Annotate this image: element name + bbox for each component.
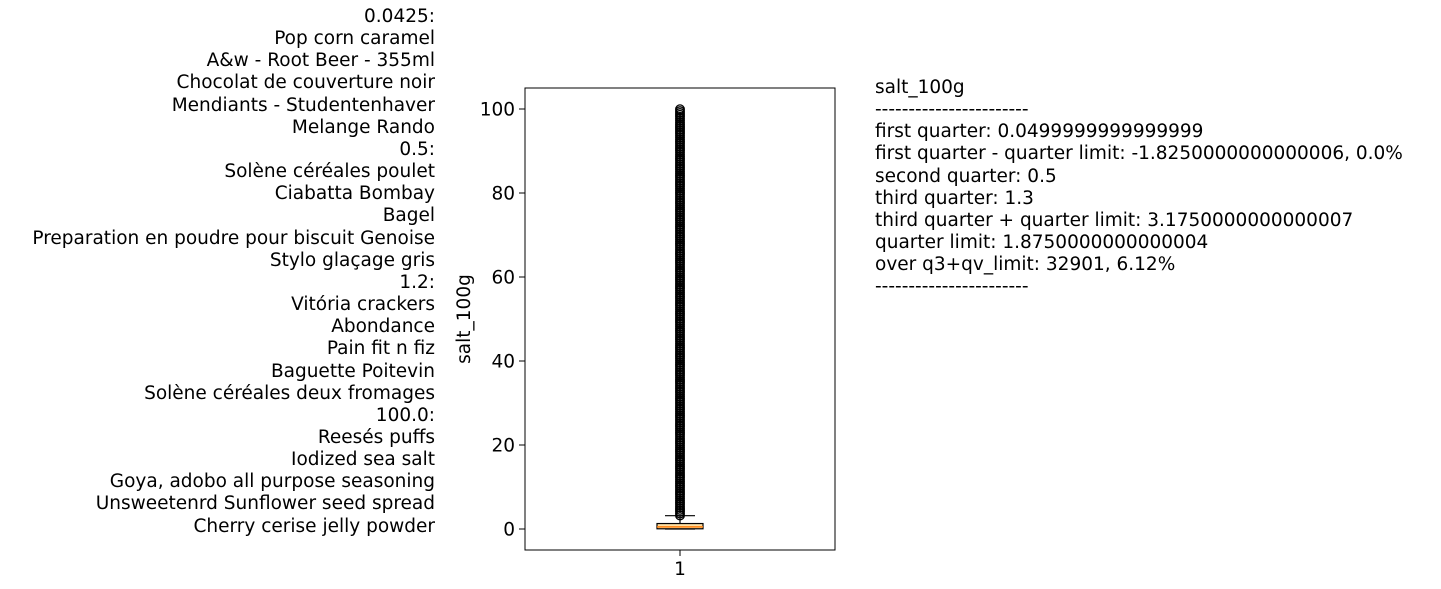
stats-line: -----------------------	[875, 276, 1029, 298]
stats-panel: salt_100g ----------------------- first qu…	[875, 77, 1403, 299]
annotation-line: Solène céréales poulet	[224, 161, 435, 183]
annotation-line: Solène céréales deux fromages	[144, 382, 435, 404]
stats-line: third quarter + quarter limit: 3.1750000…	[875, 209, 1354, 231]
annotation-line: Reesés puffs	[317, 426, 435, 448]
annotation-line: Cherry cerise jelly powder	[193, 515, 436, 537]
annotation-line: Abondance	[331, 316, 435, 338]
annotation-line: 0.5:	[399, 138, 435, 160]
y-tick-label: 60	[491, 268, 515, 289]
annotation-line: Pop corn caramel	[274, 28, 435, 50]
left-annotations: 0.0425: Pop corn caramel A&w - Root Beer -…	[0, 6, 435, 538]
x-tick-label: 1	[674, 559, 686, 580]
annotation-line: Iodized sea salt	[291, 449, 435, 471]
annotation-line: 100.0:	[375, 404, 435, 426]
annotation-line: Melange Rando	[291, 116, 435, 138]
outlier-point	[675, 104, 685, 115]
stats-line: over q3+qv_limit: 32901, 6.12%	[875, 254, 1176, 276]
stats-line: first quarter: 0.0499999999999999	[875, 121, 1204, 143]
y-tick-label: 20	[491, 436, 515, 457]
annotation-line: Stylo glaçage gris	[269, 249, 435, 271]
annotation-line: Chocolat de couverture noir	[176, 72, 435, 94]
annotation-line: Bagel	[382, 205, 435, 227]
annotation-line: Pain fit n fiz	[326, 338, 435, 360]
annotation-line: Ciabatta Bombay	[274, 183, 435, 205]
y-tick-label: 0	[503, 520, 515, 541]
annotation-line: 1.2:	[399, 271, 435, 293]
stats-line: first quarter - quarter limit: -1.825000…	[875, 143, 1403, 165]
stats-line: second quarter: 0.5	[875, 165, 1057, 187]
annotation-line: Unsweetenrd Sunflower seed spread	[95, 493, 435, 515]
stats-line: third quarter: 1.3	[875, 187, 1034, 209]
annotation-line: Baguette Poitevin	[270, 360, 435, 382]
annotation-line: Mendiants - Studentenhaver	[171, 94, 435, 116]
stats-line: salt_100g	[875, 77, 965, 98]
stats-line: -----------------------	[875, 99, 1029, 121]
annotation-line: 0.0425:	[364, 6, 435, 27]
y-tick-label: 100	[480, 100, 515, 121]
annotation-line: Vitória crackers	[291, 294, 435, 316]
annotation-line: A&w - Root Beer - 355ml	[206, 50, 435, 72]
annotation-line: Preparation en poudre pour biscuit Genoi…	[32, 227, 435, 249]
y-tick-label: 40	[491, 352, 515, 373]
annotation-line: Goya, adobo all purpose seasoning	[109, 471, 435, 493]
stats-line: quarter limit: 1.8750000000000004	[875, 232, 1209, 254]
y-tick-label: 80	[491, 184, 515, 205]
y-axis-label: salt_100g	[454, 274, 475, 364]
